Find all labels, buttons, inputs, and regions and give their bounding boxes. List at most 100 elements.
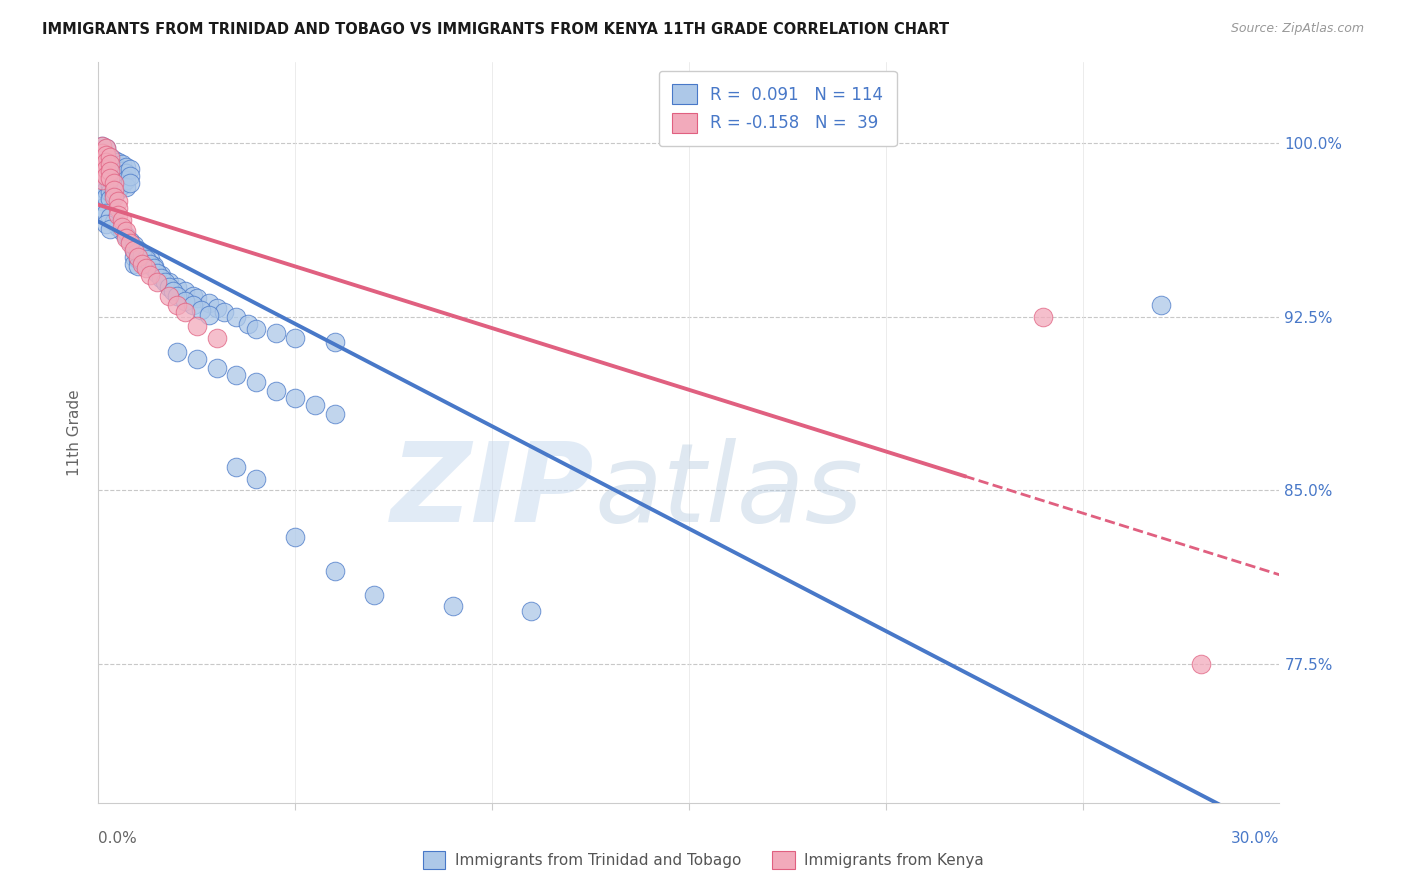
Legend: Immigrants from Trinidad and Tobago, Immigrants from Kenya: Immigrants from Trinidad and Tobago, Imm… <box>416 845 990 875</box>
Point <box>91 166 114 180</box>
Point <box>96 161 118 176</box>
Point <box>146 266 169 280</box>
Point <box>135 252 157 266</box>
Point <box>146 266 169 280</box>
Point <box>190 303 212 318</box>
Point <box>103 187 125 202</box>
Point <box>205 331 228 345</box>
Point <box>98 222 121 236</box>
Point <box>150 270 173 285</box>
Point <box>264 384 287 398</box>
Point <box>245 321 267 335</box>
Point <box>245 472 267 486</box>
Point <box>162 285 184 299</box>
Point <box>225 310 247 324</box>
Point <box>138 252 160 266</box>
Point <box>91 201 114 215</box>
Point <box>107 201 129 215</box>
Point <box>115 180 138 194</box>
Point <box>107 169 129 183</box>
Point <box>115 160 138 174</box>
Point <box>91 173 114 187</box>
Point <box>181 298 204 312</box>
Point <box>91 166 114 180</box>
Point <box>284 530 307 544</box>
Point <box>107 161 129 176</box>
Point <box>91 173 114 187</box>
Point <box>135 250 157 264</box>
Point <box>111 157 134 171</box>
Text: ZIP: ZIP <box>391 438 595 545</box>
Point <box>98 171 121 186</box>
Point <box>103 189 125 203</box>
Point <box>323 335 346 350</box>
Point <box>127 259 149 273</box>
Point <box>138 268 160 283</box>
Text: 0.0%: 0.0% <box>98 830 138 846</box>
Point <box>205 301 228 315</box>
Point <box>166 344 188 359</box>
Point <box>155 275 177 289</box>
Legend: R =  0.091   N = 114, R = -0.158   N =  39: R = 0.091 N = 114, R = -0.158 N = 39 <box>658 70 897 146</box>
Point <box>157 275 180 289</box>
Point <box>91 160 114 174</box>
Point <box>135 261 157 276</box>
Point <box>157 280 180 294</box>
Point <box>107 183 129 197</box>
Point <box>111 171 134 186</box>
Point <box>96 155 118 169</box>
Point <box>146 275 169 289</box>
Point <box>131 247 153 261</box>
Point <box>284 331 307 345</box>
Point <box>245 375 267 389</box>
Text: IMMIGRANTS FROM TRINIDAD AND TOBAGO VS IMMIGRANTS FROM KENYA 11TH GRADE CORRELAT: IMMIGRANTS FROM TRINIDAD AND TOBAGO VS I… <box>42 22 949 37</box>
Point <box>115 224 138 238</box>
Point <box>111 224 134 238</box>
Point <box>122 250 145 264</box>
Point <box>118 235 141 250</box>
Point <box>98 150 121 164</box>
Point <box>118 234 141 248</box>
Point <box>236 317 259 331</box>
Point <box>127 250 149 264</box>
Point <box>91 145 114 160</box>
Point <box>174 305 197 319</box>
Point <box>186 351 208 366</box>
Point <box>111 178 134 192</box>
Point <box>115 229 138 244</box>
Point <box>103 166 125 180</box>
Point <box>118 176 141 190</box>
Point <box>98 150 121 164</box>
Point <box>98 211 121 225</box>
Y-axis label: 11th Grade: 11th Grade <box>67 389 83 476</box>
Point <box>323 565 346 579</box>
Point <box>107 176 129 190</box>
Point <box>115 166 138 180</box>
Point <box>181 289 204 303</box>
Point <box>284 391 307 405</box>
Point <box>264 326 287 340</box>
Point <box>103 180 125 194</box>
Point <box>96 148 118 162</box>
Point <box>166 280 188 294</box>
Point <box>103 176 125 190</box>
Text: atlas: atlas <box>595 438 863 545</box>
Point <box>98 157 121 171</box>
Point <box>304 398 326 412</box>
Point <box>186 292 208 306</box>
Point <box>118 169 141 183</box>
Point <box>91 180 114 194</box>
Point <box>118 161 141 176</box>
Point <box>96 189 118 203</box>
Point <box>205 360 228 375</box>
Point <box>91 160 114 174</box>
Point <box>107 208 129 222</box>
Point <box>91 138 114 153</box>
Point <box>96 141 118 155</box>
Point <box>225 460 247 475</box>
Point <box>91 138 114 153</box>
Point <box>1032 310 1054 324</box>
Point <box>103 215 125 229</box>
Point <box>107 194 129 209</box>
Point <box>96 148 118 162</box>
